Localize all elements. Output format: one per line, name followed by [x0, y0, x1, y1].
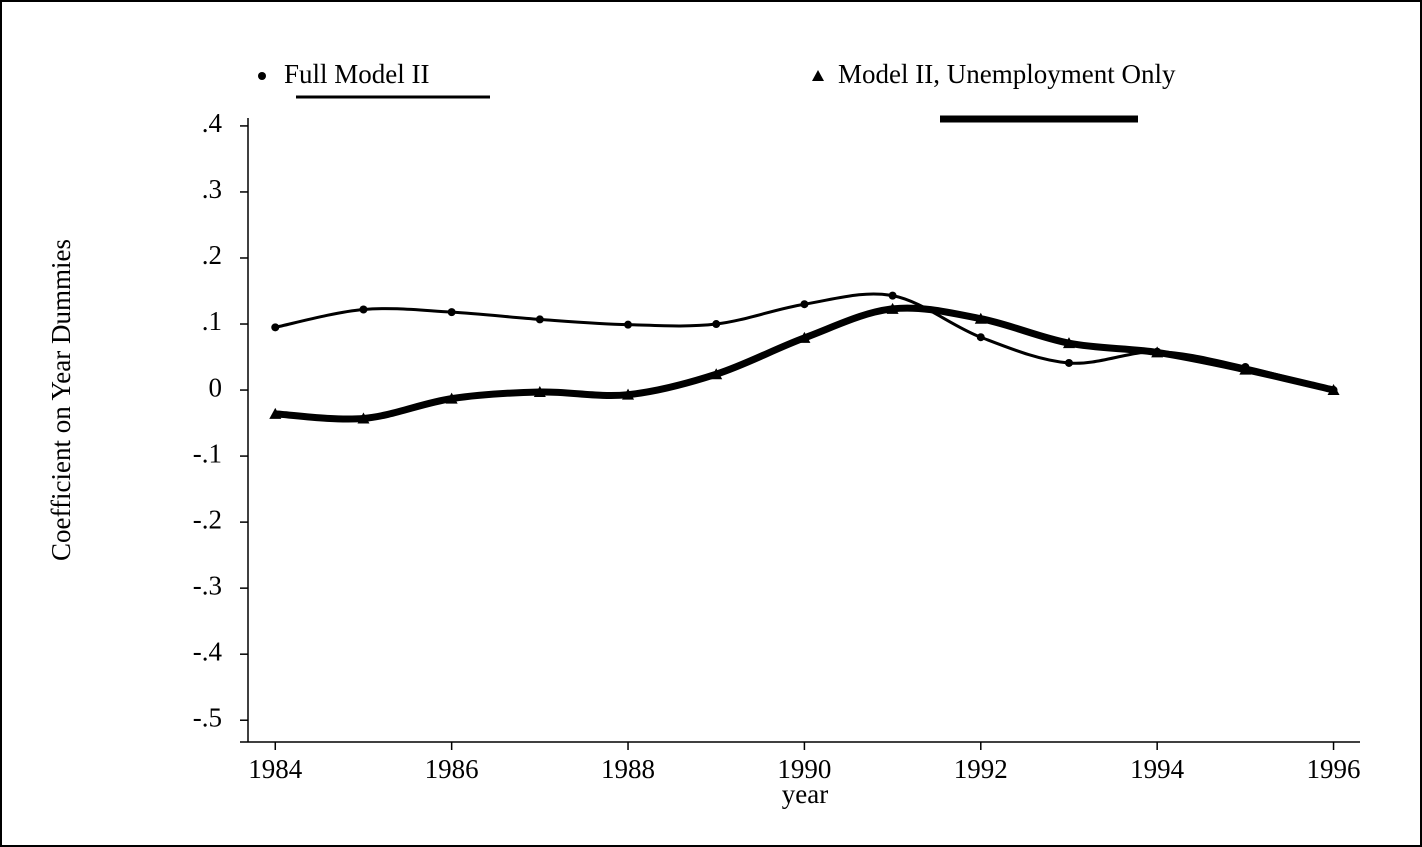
data-point — [533, 386, 546, 398]
y-tick-label: .4 — [202, 108, 223, 138]
data-point — [800, 300, 809, 309]
x-tick-label: 1986 — [425, 754, 479, 784]
y-tick-label: -.1 — [193, 438, 222, 468]
data-point — [888, 291, 897, 300]
data-point — [974, 312, 987, 324]
data-point — [1064, 358, 1073, 367]
y-tick-label: -.4 — [193, 636, 223, 666]
data-point — [1062, 337, 1075, 349]
data-point — [445, 392, 458, 404]
data-point — [1151, 346, 1164, 358]
y-tick-label: -.2 — [193, 504, 222, 534]
legend-label: Full Model II — [284, 59, 430, 89]
data-point — [624, 320, 633, 329]
y-tick-label: .2 — [202, 240, 222, 270]
data-point — [1239, 363, 1252, 375]
x-tick-label: 1990 — [777, 754, 831, 784]
data-point — [535, 315, 544, 324]
y-tick-label: .1 — [202, 306, 222, 336]
data-point — [269, 407, 282, 419]
legend-label: Model II, Unemployment Only — [838, 59, 1176, 89]
data-point — [712, 320, 721, 329]
x-tick-label: 1992 — [954, 754, 1008, 784]
data-point — [357, 412, 370, 424]
data-point — [359, 305, 368, 314]
data-point — [886, 302, 899, 314]
x-tick-label: 1996 — [1307, 754, 1361, 784]
y-tick-label: 0 — [209, 372, 223, 402]
data-point — [976, 333, 985, 342]
x-axis-label: year — [782, 779, 828, 809]
data-point — [710, 368, 723, 380]
data-point — [622, 388, 635, 400]
legend-marker — [258, 72, 266, 80]
y-axis-label: Coefficient on Year Dummies — [46, 239, 76, 561]
x-tick-label: 1984 — [248, 754, 303, 784]
y-tick-label: -.5 — [193, 702, 222, 732]
data-point — [1327, 384, 1340, 396]
data-point — [447, 308, 456, 317]
data-point — [798, 331, 811, 343]
series-line — [275, 304, 1335, 423]
y-tick-label: -.3 — [193, 570, 222, 600]
legend-marker — [812, 70, 824, 81]
x-tick-label: 1994 — [1130, 754, 1185, 784]
y-tick-label: .3 — [202, 174, 222, 204]
x-tick-label: 1988 — [601, 754, 655, 784]
data-point — [271, 323, 280, 332]
